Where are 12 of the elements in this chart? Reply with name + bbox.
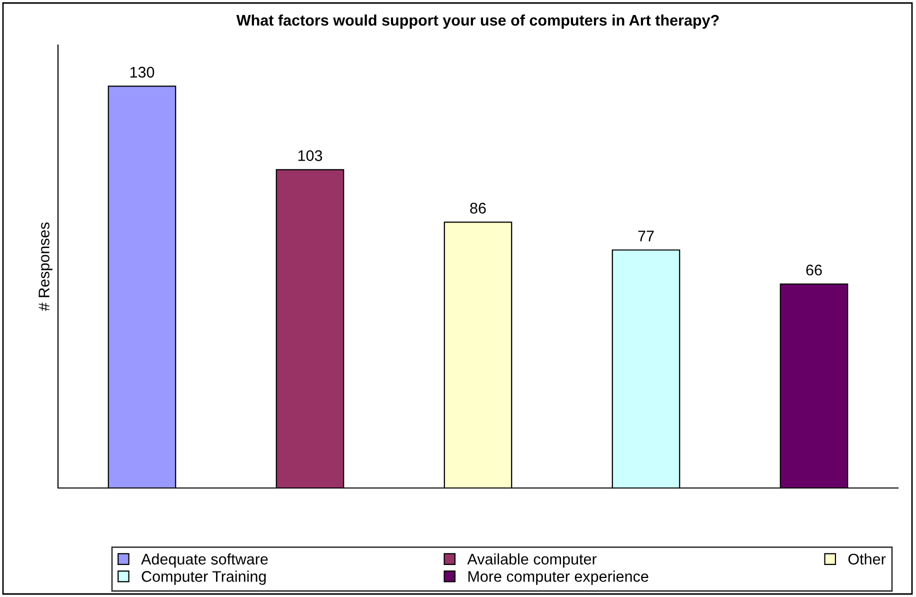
y-axis-title: # Responses <box>38 222 52 312</box>
chart-title: What factors would support your use of computers in Art therapy? <box>236 14 719 29</box>
legend-label: Computer Training <box>142 570 266 585</box>
data-label: 103 <box>298 150 322 162</box>
legend-label: Other <box>848 553 886 565</box>
data-label: 86 <box>470 202 486 214</box>
data-label: 77 <box>638 230 654 242</box>
legend-label: Adequate software <box>141 553 268 568</box>
data-label: 130 <box>130 66 154 78</box>
data-label: 66 <box>806 264 822 276</box>
legend-label: More computer experience <box>468 570 648 585</box>
legend-label: Available computer <box>467 553 597 568</box>
